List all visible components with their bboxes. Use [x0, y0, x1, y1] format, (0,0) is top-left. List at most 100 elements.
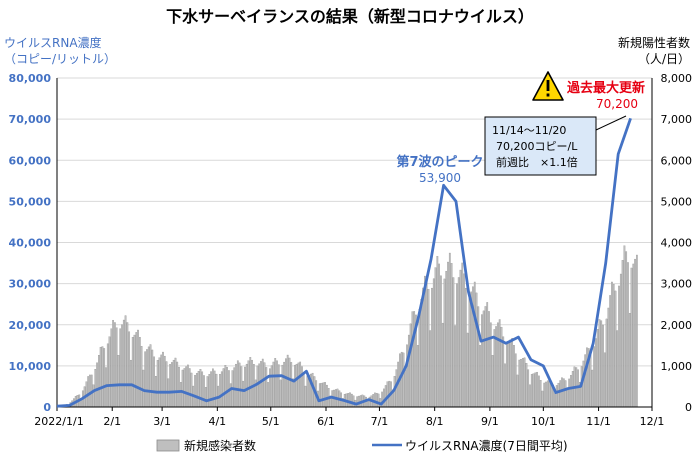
case-bar	[322, 382, 325, 408]
case-bar	[212, 368, 214, 408]
case-bar	[459, 269, 462, 408]
x-axis-ticks: 2022/1/1 2/1 3/1 4/1 5/1 6/1 7/1 8/1 9/1 10/1 11/1…	[34, 407, 664, 428]
case-bar	[598, 319, 601, 408]
case-bar	[416, 345, 419, 408]
case-bar	[251, 359, 253, 408]
left-axis-title-line2: （コピー/リットル）	[4, 52, 116, 66]
case-bar	[530, 374, 533, 408]
callout-concentration: 70,200コピー/L	[496, 140, 578, 153]
case-bar	[516, 374, 519, 408]
left-axis-title-line1: ウイルスRNA濃度	[4, 35, 102, 50]
case-bar	[117, 355, 120, 408]
case-bar	[299, 361, 302, 408]
case-bar	[279, 379, 282, 408]
case-bar	[498, 319, 501, 408]
case-bar	[185, 366, 188, 408]
left-tick-label: 20,000	[9, 319, 52, 332]
case-bar	[618, 285, 620, 408]
case-bar	[536, 371, 538, 408]
case-bar	[219, 374, 221, 408]
case-bar	[418, 309, 421, 408]
case-bar	[112, 319, 114, 408]
case-bar	[297, 362, 300, 408]
case-bar	[181, 369, 184, 408]
right-tick-label: 5,000	[661, 195, 693, 208]
case-bar	[244, 366, 246, 408]
case-bar	[233, 367, 236, 408]
case-bar	[187, 364, 189, 408]
case-bar	[461, 262, 464, 408]
case-bar	[484, 306, 487, 408]
case-bar	[609, 295, 611, 408]
case-bar	[121, 324, 123, 408]
case-bar	[263, 362, 266, 408]
case-bar	[375, 392, 378, 408]
case-bar	[605, 318, 608, 408]
case-bar	[603, 352, 606, 408]
case-bar	[194, 374, 196, 408]
case-bar	[625, 251, 628, 408]
case-bar	[448, 252, 451, 408]
case-bar	[156, 360, 159, 408]
case-bar	[600, 320, 603, 408]
record-value: 70,200	[596, 97, 638, 111]
case-bar	[302, 371, 305, 408]
legend-bars-label: 新規感染者数	[184, 438, 256, 453]
left-axis-ticks: 0 10,000 20,000 30,000 40,000 50,000 60,000 70,…	[9, 72, 52, 414]
right-axis-title-line1: 新規陽性者数	[618, 35, 690, 50]
case-bar	[220, 371, 223, 408]
case-bar	[292, 378, 294, 408]
case-bar	[481, 314, 483, 408]
case-bar	[473, 281, 476, 408]
case-bar	[137, 329, 139, 408]
case-bar	[432, 278, 435, 408]
case-bar	[411, 311, 414, 408]
case-bar	[146, 349, 148, 408]
case-bar	[504, 363, 506, 408]
case-bar	[500, 326, 503, 408]
case-bar	[92, 384, 95, 408]
case-bar	[103, 348, 106, 408]
case-bar	[179, 382, 182, 408]
x-tick-label: 9/1	[481, 415, 499, 428]
case-bar	[582, 360, 585, 408]
case-bar	[514, 353, 517, 408]
case-bar	[564, 380, 567, 408]
case-bar	[131, 337, 134, 408]
case-bar	[612, 284, 615, 408]
case-bar	[413, 311, 416, 408]
case-bar	[366, 400, 369, 408]
case-bar	[400, 351, 403, 408]
peak-label: 第7波のピーク	[396, 154, 483, 170]
case-bar	[438, 263, 440, 408]
case-bar	[290, 362, 293, 408]
case-bar	[163, 355, 166, 408]
legend-bars-swatch	[156, 439, 180, 452]
x-tick-label: 12/1	[640, 415, 665, 428]
case-bar	[213, 370, 216, 408]
right-tick-label: 8,000	[661, 72, 693, 85]
case-bar	[240, 366, 243, 408]
case-bar	[457, 277, 460, 408]
case-bar	[454, 325, 457, 408]
case-bar	[286, 354, 289, 408]
case-bar	[249, 357, 252, 408]
case-bar	[559, 380, 562, 408]
case-bar	[607, 307, 610, 408]
case-bar	[269, 368, 271, 408]
right-tick-label: 3,000	[661, 278, 693, 291]
case-bar	[206, 376, 209, 408]
case-bar	[276, 360, 278, 408]
case-bar	[133, 334, 136, 408]
case-bar	[99, 346, 102, 408]
case-bar	[274, 358, 277, 408]
case-bar	[425, 280, 428, 408]
right-tick-label: 7,000	[661, 113, 693, 126]
case-bar	[475, 292, 478, 408]
case-bar	[541, 390, 544, 408]
case-bar	[546, 380, 549, 408]
case-bar	[210, 371, 212, 408]
x-tick-label: 8/1	[426, 415, 444, 428]
x-tick-label: 4/1	[208, 415, 226, 428]
